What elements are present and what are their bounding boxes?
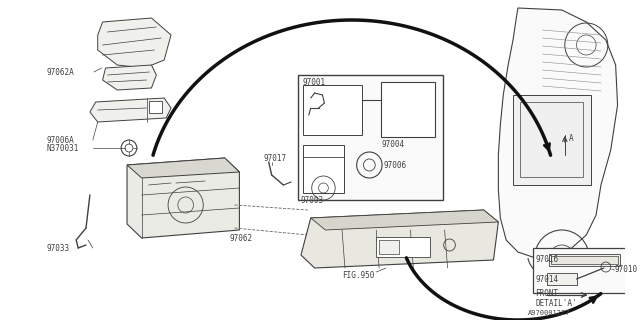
Text: 97004: 97004 — [381, 140, 404, 148]
Text: 97016: 97016 — [536, 255, 559, 265]
Bar — [532, 248, 630, 293]
Text: 97006A: 97006A — [47, 135, 75, 145]
Bar — [549, 254, 620, 266]
Text: 97014: 97014 — [536, 275, 559, 284]
Polygon shape — [127, 158, 239, 238]
Bar — [298, 75, 443, 200]
Bar — [513, 95, 591, 185]
Bar — [520, 102, 584, 177]
Text: FRONT: FRONT — [536, 289, 559, 298]
Circle shape — [404, 98, 413, 108]
Text: 97062: 97062 — [230, 234, 253, 243]
Bar — [547, 273, 577, 285]
Bar — [303, 85, 362, 135]
Text: DETAIL'A': DETAIL'A' — [536, 299, 577, 308]
Bar — [551, 256, 618, 264]
Polygon shape — [90, 98, 171, 122]
Polygon shape — [311, 210, 499, 230]
Polygon shape — [301, 210, 499, 268]
Text: 97001: 97001 — [303, 77, 326, 86]
Text: 97062A: 97062A — [47, 68, 75, 76]
Text: A: A — [569, 133, 573, 142]
Bar — [381, 82, 435, 137]
Text: 97033: 97033 — [47, 244, 70, 252]
Text: 97003: 97003 — [301, 196, 324, 204]
Bar — [303, 145, 344, 193]
Polygon shape — [127, 158, 239, 178]
Polygon shape — [499, 8, 618, 258]
Text: 97017: 97017 — [264, 154, 287, 163]
Bar — [379, 240, 399, 254]
Text: N370031: N370031 — [47, 143, 79, 153]
Bar — [376, 237, 430, 257]
Polygon shape — [102, 65, 156, 90]
Polygon shape — [98, 18, 171, 68]
Text: A970001227: A970001227 — [528, 310, 570, 316]
Text: FIG.950: FIG.950 — [342, 270, 374, 279]
Text: 97006: 97006 — [383, 161, 406, 170]
Bar — [148, 101, 162, 113]
Text: 97010: 97010 — [614, 266, 638, 275]
